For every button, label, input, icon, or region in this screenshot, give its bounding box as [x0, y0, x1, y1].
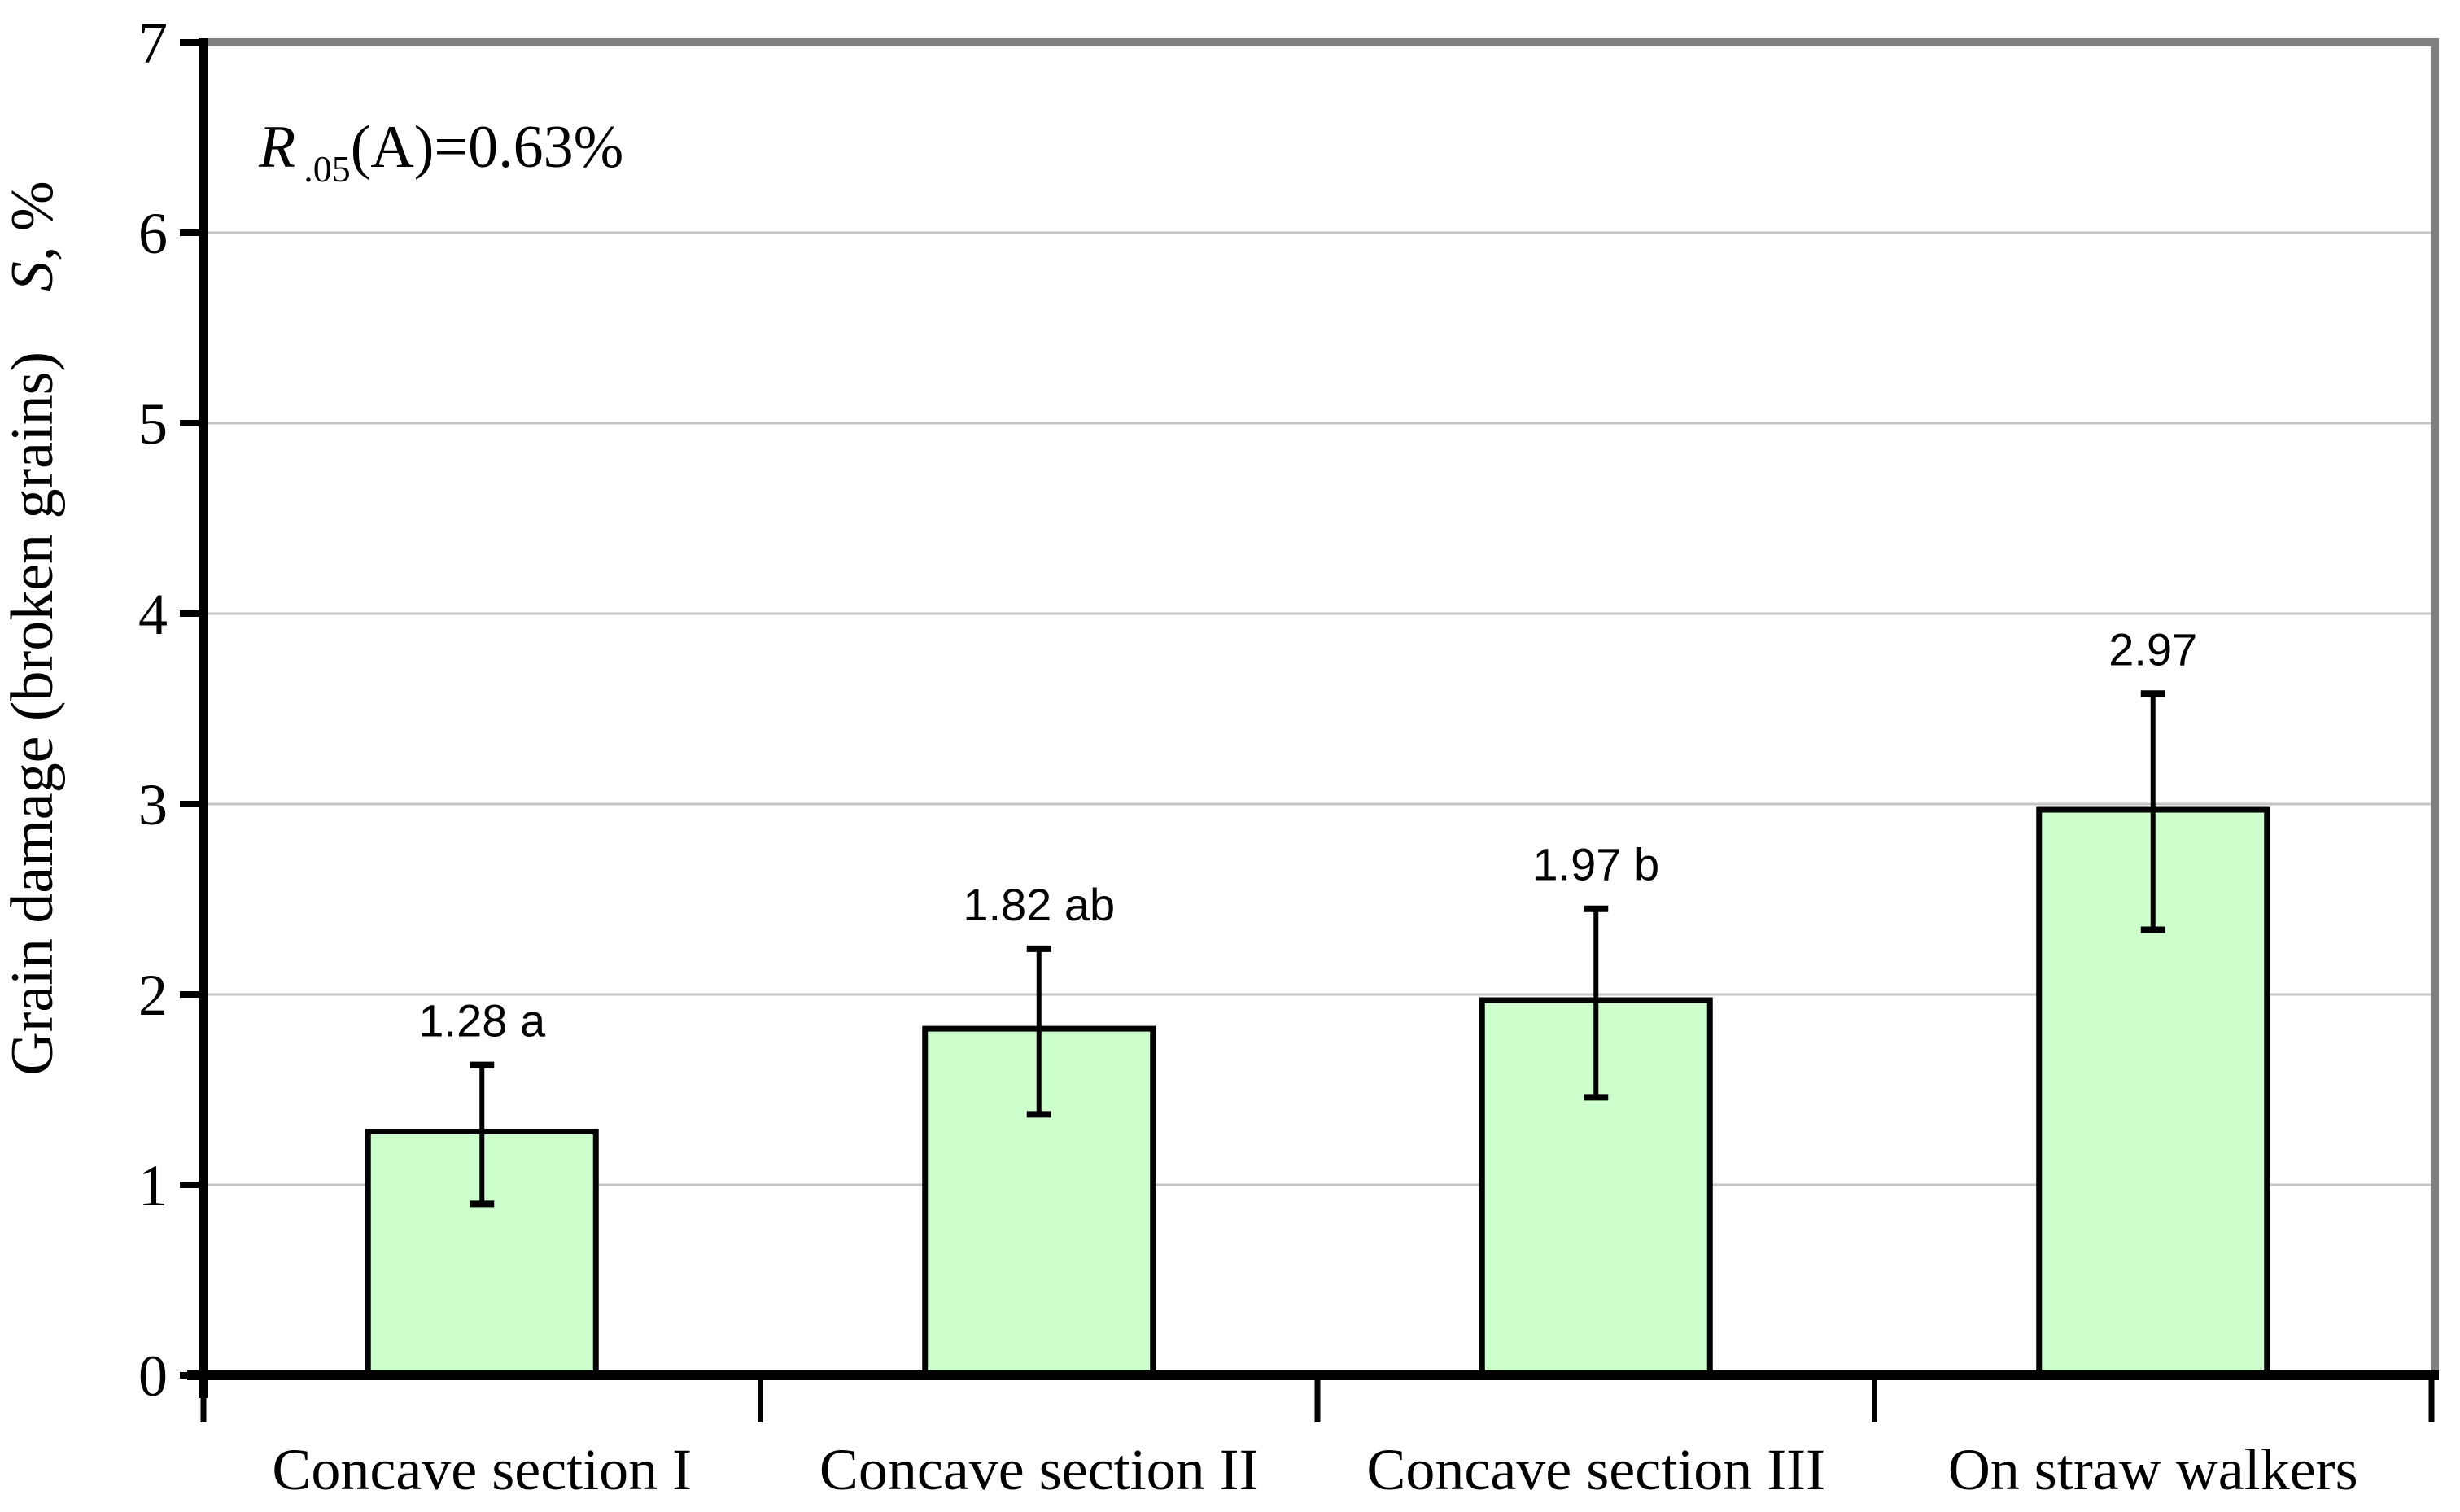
category-label: Concave section I: [272, 1437, 692, 1502]
bar-value-label: 1.82 ab: [963, 879, 1115, 930]
y-tick-label: 0: [138, 1344, 168, 1409]
category-label: Concave section III: [1366, 1437, 1825, 1502]
y-tick-label: 7: [138, 11, 168, 76]
y-tick-label: 1: [138, 1153, 168, 1218]
lsd-annotation: R .05(A)=0.63%: [258, 114, 623, 190]
y-tick-label: 3: [138, 772, 168, 837]
y-tick-label: 2: [138, 963, 168, 1028]
category-label: Concave section II: [819, 1437, 1259, 1502]
bar-value-label: 1.97 b: [1532, 839, 1659, 890]
category-label: On straw walkers: [1948, 1437, 2358, 1502]
y-axis-title: Grain damage (broken grains) S, %: [0, 181, 66, 1075]
bar-value-label: 1.28 a: [418, 995, 546, 1047]
y-tick-label: 6: [138, 201, 168, 266]
y-tick-label: 4: [138, 582, 168, 647]
bar-value-label: 2.97: [2108, 623, 2197, 675]
y-tick-label: 5: [138, 391, 168, 457]
